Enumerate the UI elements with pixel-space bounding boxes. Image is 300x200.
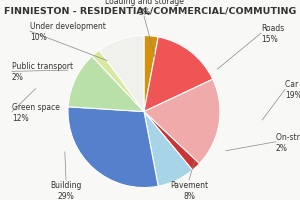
Wedge shape (92, 51, 144, 112)
Text: Car parks
19%: Car parks 19% (285, 80, 300, 100)
Text: Loading and storage
3%: Loading and storage 3% (105, 0, 183, 17)
Wedge shape (144, 36, 158, 112)
Wedge shape (68, 107, 158, 188)
Wedge shape (68, 57, 144, 112)
Wedge shape (99, 36, 144, 112)
Text: Public transport
2%: Public transport 2% (12, 62, 73, 82)
Text: Pavement
8%: Pavement 8% (170, 180, 208, 200)
Wedge shape (144, 112, 200, 170)
Wedge shape (144, 80, 220, 164)
Text: Under development
10%: Under development 10% (30, 22, 106, 42)
Text: Green space
12%: Green space 12% (12, 102, 60, 122)
Wedge shape (144, 112, 192, 186)
Text: Building
29%: Building 29% (50, 180, 82, 200)
Text: Roads
15%: Roads 15% (261, 24, 284, 44)
Text: On-street parking
2%: On-street parking 2% (276, 132, 300, 152)
Wedge shape (144, 38, 213, 112)
Text: FINNIESTON - RESIDENTIAL/COMMERCIAL/COMMUTING: FINNIESTON - RESIDENTIAL/COMMERCIAL/COMM… (4, 6, 296, 15)
